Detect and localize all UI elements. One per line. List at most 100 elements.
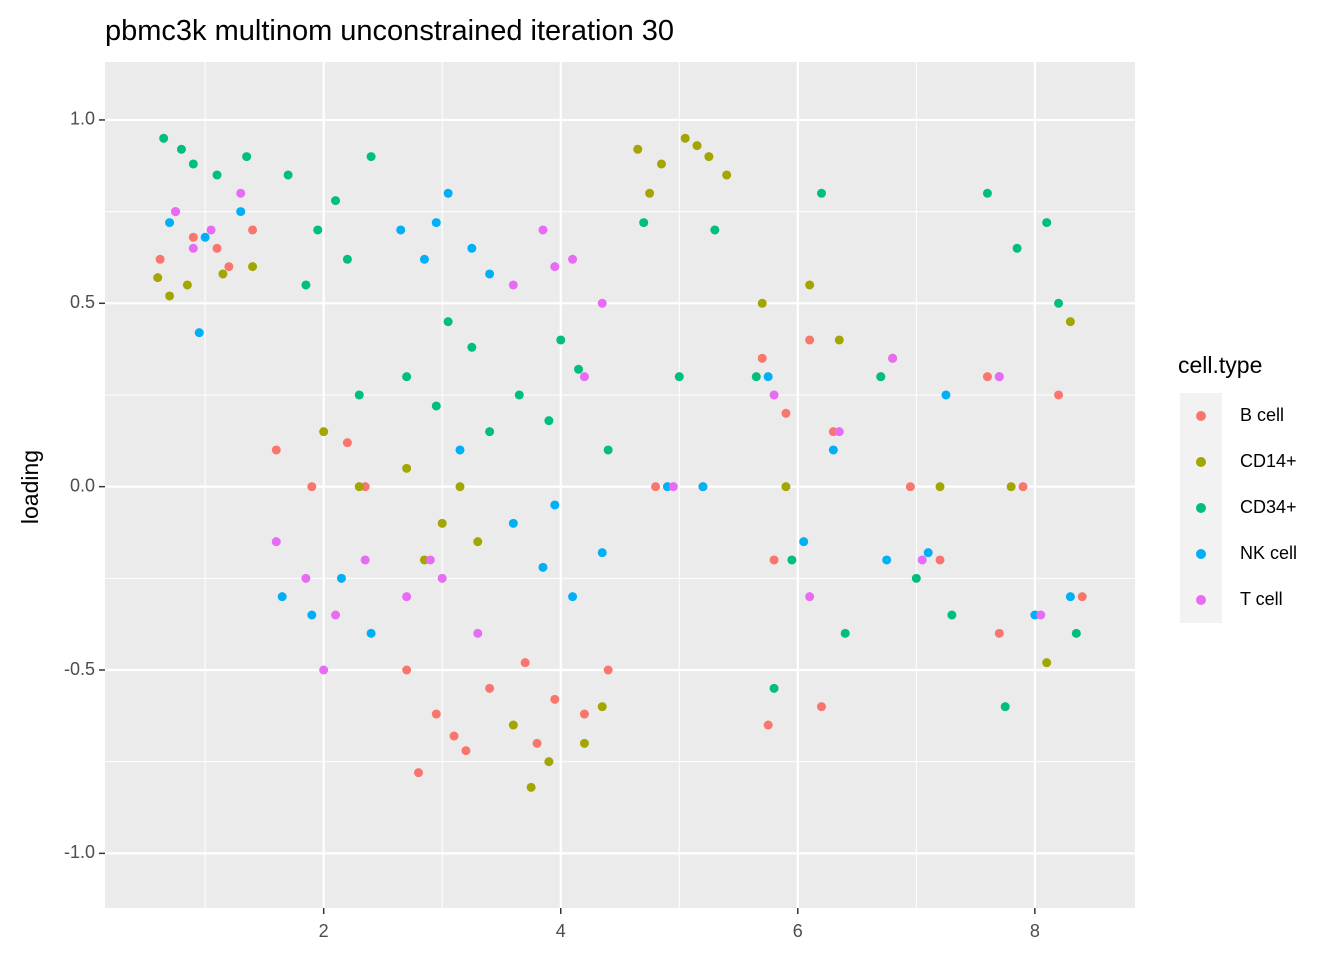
point bbox=[307, 482, 317, 492]
point bbox=[556, 335, 566, 345]
point bbox=[579, 738, 589, 748]
x-tick-label: 2 bbox=[319, 921, 329, 941]
point bbox=[550, 262, 560, 272]
point bbox=[236, 207, 246, 217]
point bbox=[769, 390, 779, 400]
point bbox=[159, 133, 169, 143]
point bbox=[982, 188, 992, 198]
point bbox=[508, 518, 518, 528]
legend: B cell CD14+ CD34+ NK cell T cell bbox=[1180, 393, 1297, 623]
point bbox=[218, 269, 228, 279]
point bbox=[485, 683, 495, 693]
point bbox=[1036, 610, 1046, 620]
point bbox=[799, 537, 809, 547]
point bbox=[520, 658, 530, 668]
point bbox=[816, 702, 826, 712]
point bbox=[538, 225, 548, 235]
point bbox=[763, 372, 773, 382]
point bbox=[414, 768, 424, 778]
point bbox=[710, 225, 720, 235]
point bbox=[787, 555, 797, 565]
point bbox=[1071, 628, 1081, 638]
point bbox=[342, 438, 352, 448]
panel bbox=[105, 62, 1135, 908]
point bbox=[645, 188, 655, 198]
point bbox=[449, 731, 459, 741]
point bbox=[597, 548, 607, 558]
point bbox=[769, 683, 779, 693]
legend-label: NK cell bbox=[1240, 543, 1297, 563]
point bbox=[331, 196, 341, 206]
point bbox=[467, 342, 477, 352]
point bbox=[176, 144, 186, 154]
point bbox=[674, 372, 684, 382]
point bbox=[574, 364, 584, 374]
point bbox=[781, 408, 791, 418]
point bbox=[307, 610, 317, 620]
point bbox=[200, 232, 210, 242]
point bbox=[473, 628, 483, 638]
point bbox=[1000, 702, 1010, 712]
point bbox=[342, 254, 352, 264]
point bbox=[757, 353, 767, 363]
point bbox=[508, 720, 518, 730]
y-tick-label: -1.0 bbox=[64, 842, 95, 862]
point bbox=[402, 665, 412, 675]
point bbox=[550, 694, 560, 704]
point bbox=[781, 482, 791, 492]
point bbox=[805, 280, 815, 290]
point bbox=[165, 218, 175, 228]
legend-key bbox=[1196, 549, 1206, 559]
point bbox=[935, 555, 945, 565]
point bbox=[402, 463, 412, 473]
point bbox=[751, 372, 761, 382]
point bbox=[319, 665, 329, 675]
point bbox=[982, 372, 992, 382]
point bbox=[437, 573, 447, 583]
point bbox=[568, 254, 578, 264]
point bbox=[437, 518, 447, 528]
point bbox=[639, 218, 649, 228]
legend-key bbox=[1196, 595, 1206, 605]
legend-key bbox=[1196, 411, 1206, 421]
point bbox=[155, 254, 165, 264]
point bbox=[402, 372, 412, 382]
point bbox=[283, 170, 293, 180]
point bbox=[171, 207, 181, 217]
point bbox=[698, 482, 708, 492]
point bbox=[514, 390, 524, 400]
chart-title: pbmc3k multinom unconstrained iteration … bbox=[105, 15, 674, 47]
point bbox=[757, 298, 767, 308]
point bbox=[419, 254, 429, 264]
point bbox=[1018, 482, 1028, 492]
point bbox=[834, 427, 844, 437]
legend-label: T cell bbox=[1240, 589, 1283, 609]
point bbox=[1065, 317, 1075, 327]
points bbox=[153, 133, 1087, 792]
point bbox=[153, 273, 163, 283]
point bbox=[692, 141, 702, 151]
point bbox=[668, 482, 678, 492]
point bbox=[597, 298, 607, 308]
point bbox=[188, 243, 198, 253]
point bbox=[360, 555, 370, 565]
point bbox=[805, 592, 815, 602]
point bbox=[526, 782, 536, 792]
point bbox=[425, 555, 435, 565]
point bbox=[882, 555, 892, 565]
point bbox=[1065, 592, 1075, 602]
point bbox=[1077, 592, 1087, 602]
point bbox=[248, 262, 258, 272]
x-tick-label: 8 bbox=[1030, 921, 1040, 941]
point bbox=[461, 746, 471, 756]
point bbox=[876, 372, 886, 382]
legend-key bbox=[1196, 457, 1206, 467]
point bbox=[656, 159, 666, 169]
point bbox=[722, 170, 732, 180]
point bbox=[994, 628, 1004, 638]
point bbox=[579, 372, 589, 382]
point bbox=[935, 482, 945, 492]
point bbox=[242, 152, 252, 162]
point bbox=[354, 390, 364, 400]
point bbox=[473, 537, 483, 547]
